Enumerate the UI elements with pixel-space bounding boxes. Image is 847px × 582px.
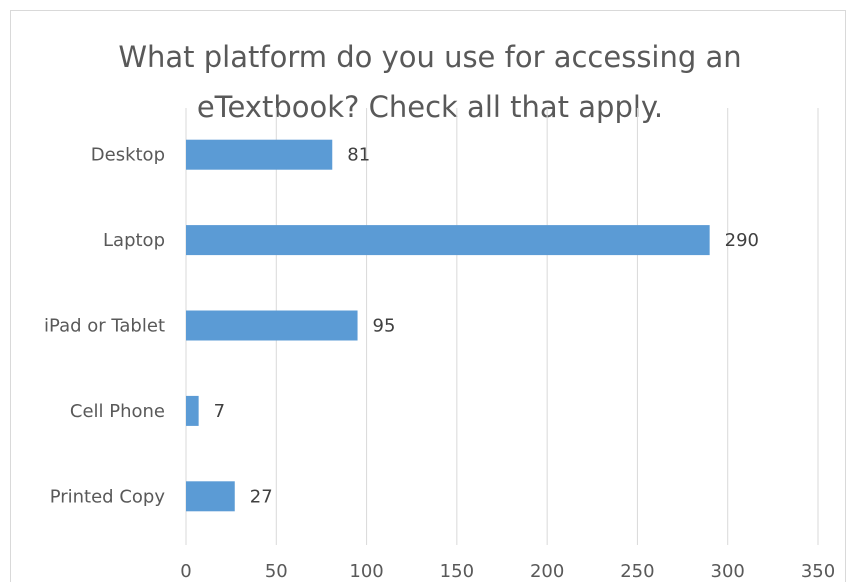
data-label-printed-copy: 27 xyxy=(250,486,273,507)
x-tick-label-250: 250 xyxy=(620,561,654,582)
bar-laptop xyxy=(186,225,710,256)
data-label-desktop: 81 xyxy=(347,145,370,166)
x-tick-label-0: 0 xyxy=(180,561,191,582)
x-tick-label-100: 100 xyxy=(349,561,383,582)
x-tick-label-350: 350 xyxy=(801,561,835,582)
category-label-ipad-or-tablet: iPad or Tablet xyxy=(44,316,165,337)
bar-desktop xyxy=(186,139,333,170)
bar-printed-copy xyxy=(186,481,235,512)
x-tick-label-150: 150 xyxy=(440,561,474,582)
bar-cell-phone xyxy=(186,395,199,426)
x-tick-label-50: 50 xyxy=(265,561,288,582)
category-label-cell-phone: Cell Phone xyxy=(70,401,165,422)
data-label-laptop: 290 xyxy=(725,230,759,251)
x-tick-label-300: 300 xyxy=(711,561,745,582)
chart-frame xyxy=(10,10,846,582)
x-tick-label-200: 200 xyxy=(530,561,564,582)
category-label-printed-copy: Printed Copy xyxy=(50,486,166,507)
category-label-laptop: Laptop xyxy=(103,230,165,251)
bars xyxy=(186,139,710,512)
bar-ipad-or-tablet xyxy=(186,310,358,341)
labels: 0 50 100 150 200 250 300 350 Desktop 81 Laptop 290 i… xyxy=(44,145,835,582)
data-label-cell-phone: 7 xyxy=(214,401,225,422)
category-label-desktop: Desktop xyxy=(91,145,165,166)
chart-title: What platform do you use for accessing a… xyxy=(118,40,742,124)
data-label-ipad-or-tablet: 95 xyxy=(373,316,396,337)
